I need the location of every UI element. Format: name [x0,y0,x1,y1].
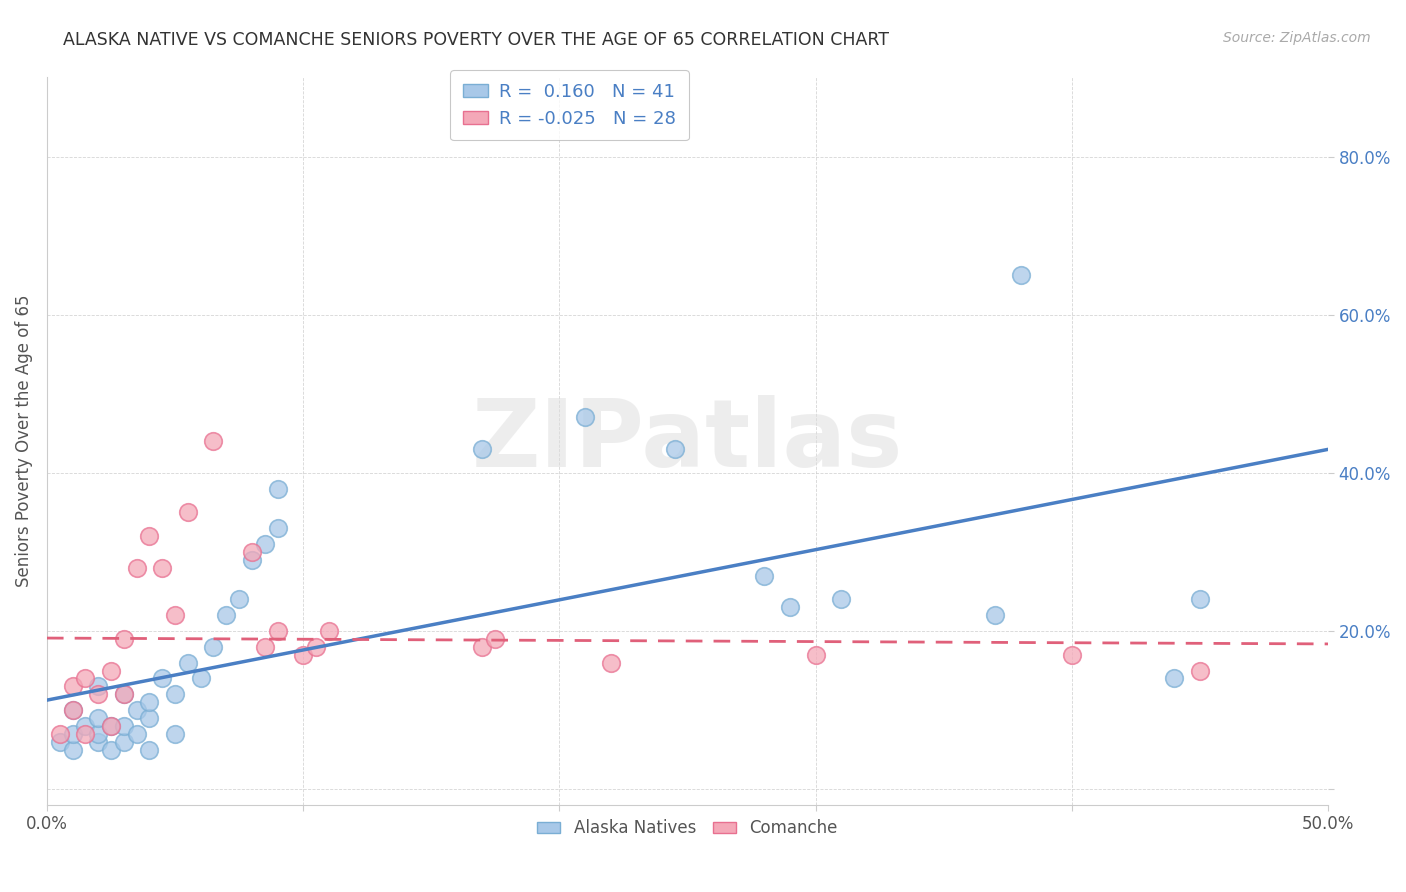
Point [125,703,148,717]
Point [100,719,122,733]
Y-axis label: Seniors Poverty Over the Age of 65: Seniors Poverty Over the Age of 65 [15,295,32,588]
Point [1188,664,1211,678]
Point [100,719,122,733]
Point [754,568,776,582]
Point [87,679,110,693]
Point [190,672,212,686]
Point [779,600,801,615]
Point [830,592,852,607]
Point [112,719,135,733]
Point [163,608,186,623]
Point [87,711,110,725]
Point [202,434,225,449]
Point [112,687,135,701]
Point [100,664,122,678]
Point [87,727,110,741]
Point [112,632,135,646]
Point [266,521,288,535]
Point [112,735,135,749]
Point [1060,648,1083,662]
Point [163,687,186,701]
Point [804,648,827,662]
Point [112,687,135,701]
Point [75,727,97,741]
Point [177,656,200,670]
Point [202,640,225,654]
Point [150,561,173,575]
Point [266,624,288,638]
Point [599,656,621,670]
Point [163,727,186,741]
Text: ZIPatlas: ZIPatlas [472,395,903,487]
Point [253,640,276,654]
Point [471,640,494,654]
Point [240,553,263,567]
Point [48,735,70,749]
Point [138,742,160,756]
Point [664,442,686,457]
Point [100,742,122,756]
Point [138,711,160,725]
Point [150,672,173,686]
Point [177,505,200,519]
Point [87,687,110,701]
Point [138,695,160,709]
Point [266,482,288,496]
Point [1010,268,1032,282]
Point [984,608,1007,623]
Point [62,679,84,693]
Point [125,561,148,575]
Text: Source: ZipAtlas.com: Source: ZipAtlas.com [1223,31,1371,45]
Legend: Alaska Natives, Comanche: Alaska Natives, Comanche [530,813,845,844]
Point [62,727,84,741]
Point [62,742,84,756]
Point [292,648,315,662]
Point [75,672,97,686]
Point [471,442,494,457]
Point [253,537,276,551]
Point [484,632,506,646]
Point [240,545,263,559]
Point [87,735,110,749]
Point [574,410,596,425]
Text: ALASKA NATIVE VS COMANCHE SENIORS POVERTY OVER THE AGE OF 65 CORRELATION CHART: ALASKA NATIVE VS COMANCHE SENIORS POVERT… [63,31,889,49]
Point [138,529,160,543]
Point [62,703,84,717]
Point [1163,672,1185,686]
Point [318,624,340,638]
Point [305,640,328,654]
Point [62,703,84,717]
Point [1188,592,1211,607]
Point [228,592,250,607]
Point [48,727,70,741]
Point [125,727,148,741]
Point [215,608,238,623]
Point [75,719,97,733]
